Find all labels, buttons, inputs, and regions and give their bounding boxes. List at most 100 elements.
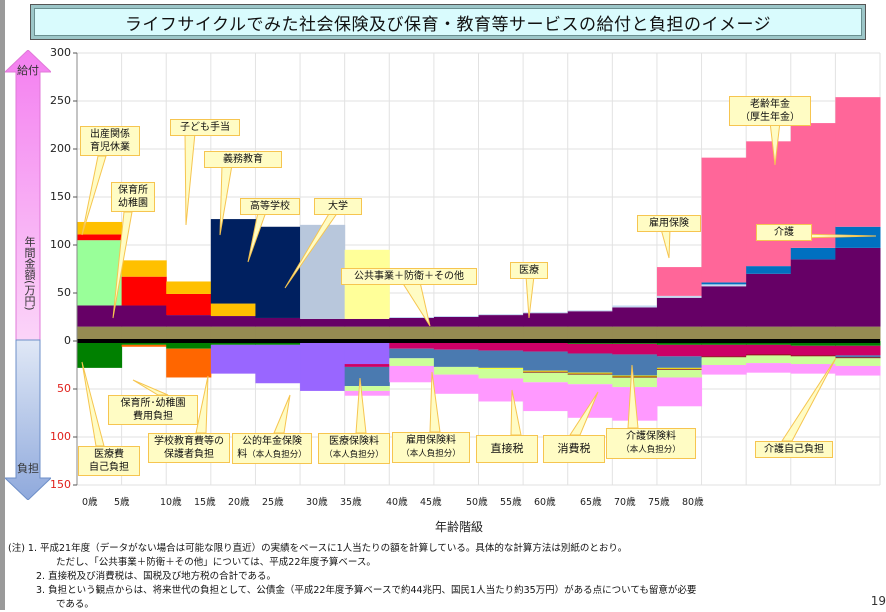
y-tick-label: 50	[57, 382, 71, 395]
callout-school-fee: 学校教育費等の 保護者負担	[148, 433, 230, 463]
bar-benefit-segment	[210, 219, 256, 304]
callout-employment-ins-text: 雇用保険	[649, 218, 689, 229]
callout-med-self: 医療費 自己負担	[78, 446, 140, 476]
bar-benefit-segment	[389, 317, 435, 318]
x-tick-label: 75歳	[648, 497, 670, 508]
callout-nursery-fee-line2: 費用負担	[133, 411, 173, 422]
callout-compulsory-edu: 義務教育	[204, 151, 282, 168]
bar-burden-segment	[790, 341, 836, 346]
callout-care-self-text: 介護自己負担	[764, 444, 824, 455]
bar-burden-segment	[433, 366, 479, 375]
callout-employment-premium: 雇用保険料 （本人負担分）	[392, 432, 470, 463]
bar-burden-segment	[790, 345, 836, 356]
bar-burden-segment	[835, 355, 881, 358]
callout-public-works-text: 公共事業＋防衛＋その他	[354, 271, 464, 282]
bar-burden-segment	[166, 341, 212, 349]
bar-burden-segment	[433, 374, 479, 394]
bar-burden-segment	[523, 372, 569, 383]
y-tick-label: 300	[50, 46, 71, 59]
bar-burden-segment	[389, 348, 435, 359]
callout-care-self: 介護自己負担	[755, 441, 833, 458]
bar-benefit-segment	[255, 317, 301, 327]
bar-benefit-segment	[656, 267, 703, 296]
bar-burden-segment	[790, 356, 836, 365]
bar-benefit-segment	[77, 326, 123, 341]
bar-benefit-segment	[433, 316, 479, 317]
callout-pointer	[81, 361, 105, 447]
bar-burden-segment	[523, 342, 569, 352]
callout-school-fee-line1: 学校教育費等の	[154, 436, 224, 447]
bar-benefit-segment	[121, 305, 167, 327]
bar-benefit-segment	[166, 293, 212, 316]
bar-burden-segment	[433, 342, 479, 350]
bar-benefit-segment	[746, 273, 792, 327]
bar-burden-segment	[612, 354, 658, 376]
bar-burden-segment	[344, 386, 390, 391]
x-tick-label: 60歳	[534, 497, 556, 508]
bar-benefit-segment	[300, 318, 346, 327]
y-tick-label: 100	[50, 430, 71, 443]
note-3b: である。	[56, 599, 94, 610]
callout-birth: 出産関係 育児休業	[80, 126, 140, 156]
x-tick-label: 65歳	[580, 497, 602, 508]
callout-nursery-fee: 保育所･幼稚園 費用負担	[108, 395, 198, 425]
bar-benefit-segment	[210, 303, 256, 317]
bar-benefit-segment	[389, 317, 435, 327]
callout-employment-ins: 雇用保険	[637, 215, 701, 232]
y-tick-label: 250	[50, 94, 71, 107]
callout-child-allowance: 子ども手当	[170, 119, 240, 136]
slide-edge	[0, 0, 5, 610]
bar-benefit-segment	[835, 326, 881, 341]
callout-nursery-line1: 保育所	[118, 185, 148, 196]
callout-pension-premium-note: （本人負担分）	[247, 450, 307, 460]
burden-arrow-down	[5, 339, 51, 500]
bar-burden-segment	[567, 373, 613, 375]
bar-burden-segment	[344, 364, 390, 367]
callout-university: 大学	[314, 198, 362, 215]
callout-med-self-line1: 医療費	[94, 449, 124, 460]
callout-pension-line2: （厚生年金）	[740, 112, 800, 123]
callout-pointer	[81, 155, 107, 236]
bar-burden-segment	[344, 366, 390, 387]
note-1: (注) 1. 平成21年度（データがない場合は可能な限り直近）の実績をベースに1…	[8, 543, 628, 554]
bar-benefit-segment	[77, 240, 123, 306]
bar-burden-segment	[567, 384, 613, 418]
x-tick-label: 5歳	[114, 497, 130, 508]
bar-benefit-segment	[478, 314, 524, 316]
bar-benefit-segment	[255, 326, 301, 341]
bar-burden-segment	[656, 356, 703, 368]
callout-pointer	[184, 132, 196, 226]
bar-benefit-segment	[523, 326, 569, 341]
bar-burden-segment	[612, 343, 658, 355]
bar-benefit-segment	[255, 226, 301, 318]
bar-benefit-segment	[790, 326, 836, 341]
bar-burden-segment	[389, 365, 435, 383]
bar-benefit-segment	[746, 141, 792, 267]
bar-benefit-segment	[166, 315, 212, 327]
bar-burden-segment	[746, 355, 792, 364]
zero-line	[77, 339, 880, 343]
x-tick-label: 55歳	[500, 497, 522, 508]
callout-consumption-tax-text: 消費税	[557, 442, 591, 455]
x-tick-label: 20歳	[228, 497, 250, 508]
benefit-label: 給付	[17, 64, 39, 77]
callout-medical: 医療	[510, 262, 548, 279]
bar-burden-segment	[478, 367, 524, 369]
x-tick-label: 45歳	[420, 497, 442, 508]
annual-amount-label: 年間金額(万円)	[23, 236, 36, 311]
callout-medical-premium: 医療保険料 （本人負担分）	[318, 433, 390, 464]
bar-benefit-segment	[121, 276, 167, 306]
callout-pension-premium-line1: 公的年金保険	[242, 436, 302, 447]
bar-benefit-segment	[77, 305, 123, 327]
bar-burden-segment	[567, 372, 613, 374]
bar-burden-segment	[701, 356, 747, 358]
x-tick-label: 50歳	[466, 497, 488, 508]
bar-benefit-segment	[478, 326, 524, 341]
callout-direct-tax-text: 直接税	[490, 442, 524, 455]
bar-burden-segment	[656, 344, 703, 357]
y-tick-label: 150	[50, 478, 71, 491]
bar-burden-segment	[790, 355, 836, 357]
benefit-burden-arrow	[5, 50, 51, 500]
bar-benefit-segment	[656, 297, 703, 327]
callout-compulsory-edu-text: 義務教育	[223, 154, 263, 165]
